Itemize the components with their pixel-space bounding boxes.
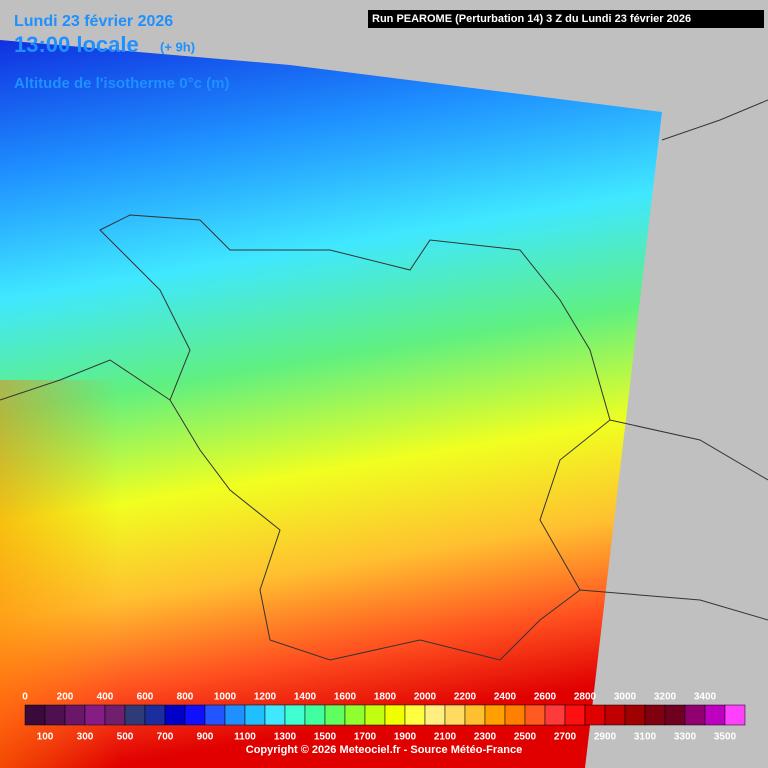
legend-label: 400 (97, 692, 114, 703)
local-time: 13:00 locale (14, 32, 139, 57)
legend-label: 200 (57, 692, 74, 703)
legend-label: 3400 (694, 692, 717, 703)
legend-swatch (244, 704, 266, 726)
legend-swatch (644, 704, 666, 726)
legend-label: 1900 (394, 732, 417, 743)
legend-label: 1200 (254, 692, 277, 703)
legend-swatch (84, 704, 106, 726)
legend-label: 1100 (234, 732, 256, 743)
legend-label: 1800 (374, 692, 397, 703)
legend-label: 3500 (714, 732, 737, 743)
legend-swatch (484, 704, 506, 726)
legend-swatch (464, 704, 486, 726)
legend-label: 3000 (614, 692, 637, 703)
legend-label: 2600 (534, 692, 557, 703)
legend-label: 100 (37, 732, 54, 743)
legend-label: 600 (137, 692, 154, 703)
legend-swatch (344, 704, 366, 726)
legend-swatch (544, 704, 566, 726)
legend-label: 0 (22, 692, 28, 703)
legend-label: 1400 (294, 692, 317, 703)
legend-swatch (104, 704, 126, 726)
legend-label: 2900 (594, 732, 617, 743)
legend-label: 900 (197, 732, 214, 743)
legend-swatch (324, 704, 346, 726)
legend-swatch (264, 704, 286, 726)
legend-label: 1500 (314, 732, 337, 743)
legend-swatch (604, 704, 626, 726)
field-name: Altitude de l'isotherme 0°c (m) (14, 75, 229, 92)
legend-label: 2700 (554, 732, 577, 743)
legend-label: 1700 (354, 732, 377, 743)
legend-swatch (624, 704, 646, 726)
legend-swatch (584, 704, 606, 726)
legend-label: 2100 (434, 732, 457, 743)
legend-swatch (184, 704, 206, 726)
legend-swatch (704, 704, 726, 726)
legend-label: 3100 (634, 732, 657, 743)
legend-swatch (504, 704, 526, 726)
copyright: Copyright © 2026 Meteociel.fr - Source M… (246, 744, 522, 756)
legend-swatch (384, 704, 406, 726)
legend-swatch (404, 704, 426, 726)
legend-swatch (364, 704, 386, 726)
legend-label: 700 (157, 732, 174, 743)
legend-label: 2200 (454, 692, 477, 703)
legend-swatch (64, 704, 86, 726)
legend-label: 2400 (494, 692, 517, 703)
legend-swatch (304, 704, 326, 726)
legend-swatch (424, 704, 446, 726)
legend-label: 3200 (654, 692, 677, 703)
legend-label: 2000 (414, 692, 437, 703)
legend: 0 200 400 600 800 1000 1200 1400 1600 1800 2000 220… (22, 692, 746, 743)
legend-swatch (164, 704, 186, 726)
legend-swatch (44, 704, 66, 726)
legend-label: 2500 (514, 732, 537, 743)
legend-swatch (144, 704, 166, 726)
legend-swatch (284, 704, 306, 726)
legend-label: 300 (77, 732, 94, 743)
legend-swatch (724, 704, 746, 726)
legend-swatch (124, 704, 146, 726)
legend-swatch (444, 704, 466, 726)
legend-label: 1300 (274, 732, 297, 743)
legend-label: 500 (117, 732, 134, 743)
borders (0, 99, 768, 661)
legend-label: 2300 (474, 732, 497, 743)
legend-swatch (664, 704, 686, 726)
legend-swatch (204, 704, 226, 726)
legend-label: 2800 (574, 692, 597, 703)
legend-label: 1600 (334, 692, 357, 703)
legend-swatch (564, 704, 586, 726)
legend-swatch (684, 704, 706, 726)
legend-label: 3300 (674, 732, 697, 743)
legend-label: 1000 (214, 692, 237, 703)
legend-label: 800 (177, 692, 194, 703)
date: Lundi 23 février 2026 (14, 13, 173, 30)
legend-swatch (524, 704, 546, 726)
legend-swatch (24, 704, 46, 726)
legend-swatch (224, 704, 246, 726)
run-info: Run PEAROME (Perturbation 14) 3 Z du Lun… (372, 13, 691, 25)
isotherm-field (0, 380, 300, 768)
offset: (+ 9h) (160, 39, 195, 54)
run-banner (368, 10, 764, 28)
